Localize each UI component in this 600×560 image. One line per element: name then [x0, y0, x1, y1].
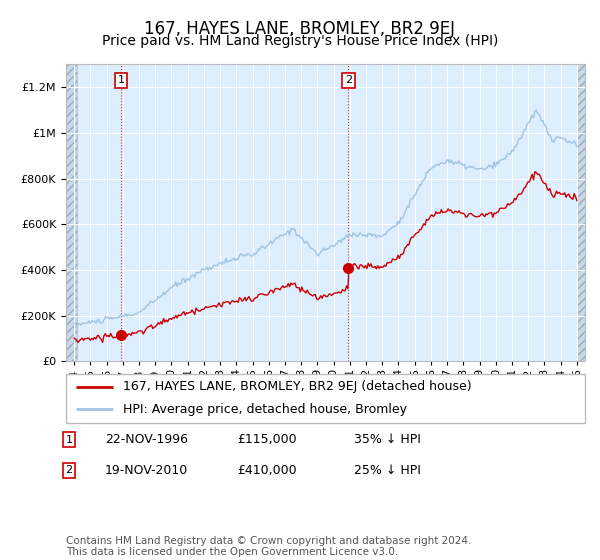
- Text: Price paid vs. HM Land Registry's House Price Index (HPI): Price paid vs. HM Land Registry's House …: [102, 34, 498, 48]
- Text: £410,000: £410,000: [237, 464, 296, 477]
- Text: 35% ↓ HPI: 35% ↓ HPI: [354, 433, 421, 446]
- Text: HPI: Average price, detached house, Bromley: HPI: Average price, detached house, Brom…: [123, 403, 407, 416]
- Text: 167, HAYES LANE, BROMLEY, BR2 9EJ: 167, HAYES LANE, BROMLEY, BR2 9EJ: [145, 20, 455, 38]
- Text: 1: 1: [118, 76, 125, 85]
- FancyBboxPatch shape: [66, 374, 585, 423]
- Text: 2: 2: [344, 76, 352, 85]
- Text: 2: 2: [65, 465, 73, 475]
- Bar: [577, 64, 585, 361]
- Text: 1: 1: [65, 435, 73, 445]
- Text: 22-NOV-1996: 22-NOV-1996: [105, 433, 188, 446]
- Bar: [66, 64, 77, 361]
- Text: Contains HM Land Registry data © Crown copyright and database right 2024.
This d: Contains HM Land Registry data © Crown c…: [66, 535, 472, 557]
- Bar: [66, 64, 77, 361]
- Text: 25% ↓ HPI: 25% ↓ HPI: [354, 464, 421, 477]
- Text: £115,000: £115,000: [237, 433, 296, 446]
- Text: 19-NOV-2010: 19-NOV-2010: [105, 464, 188, 477]
- Bar: [577, 64, 585, 361]
- Text: 167, HAYES LANE, BROMLEY, BR2 9EJ (detached house): 167, HAYES LANE, BROMLEY, BR2 9EJ (detac…: [123, 380, 472, 393]
